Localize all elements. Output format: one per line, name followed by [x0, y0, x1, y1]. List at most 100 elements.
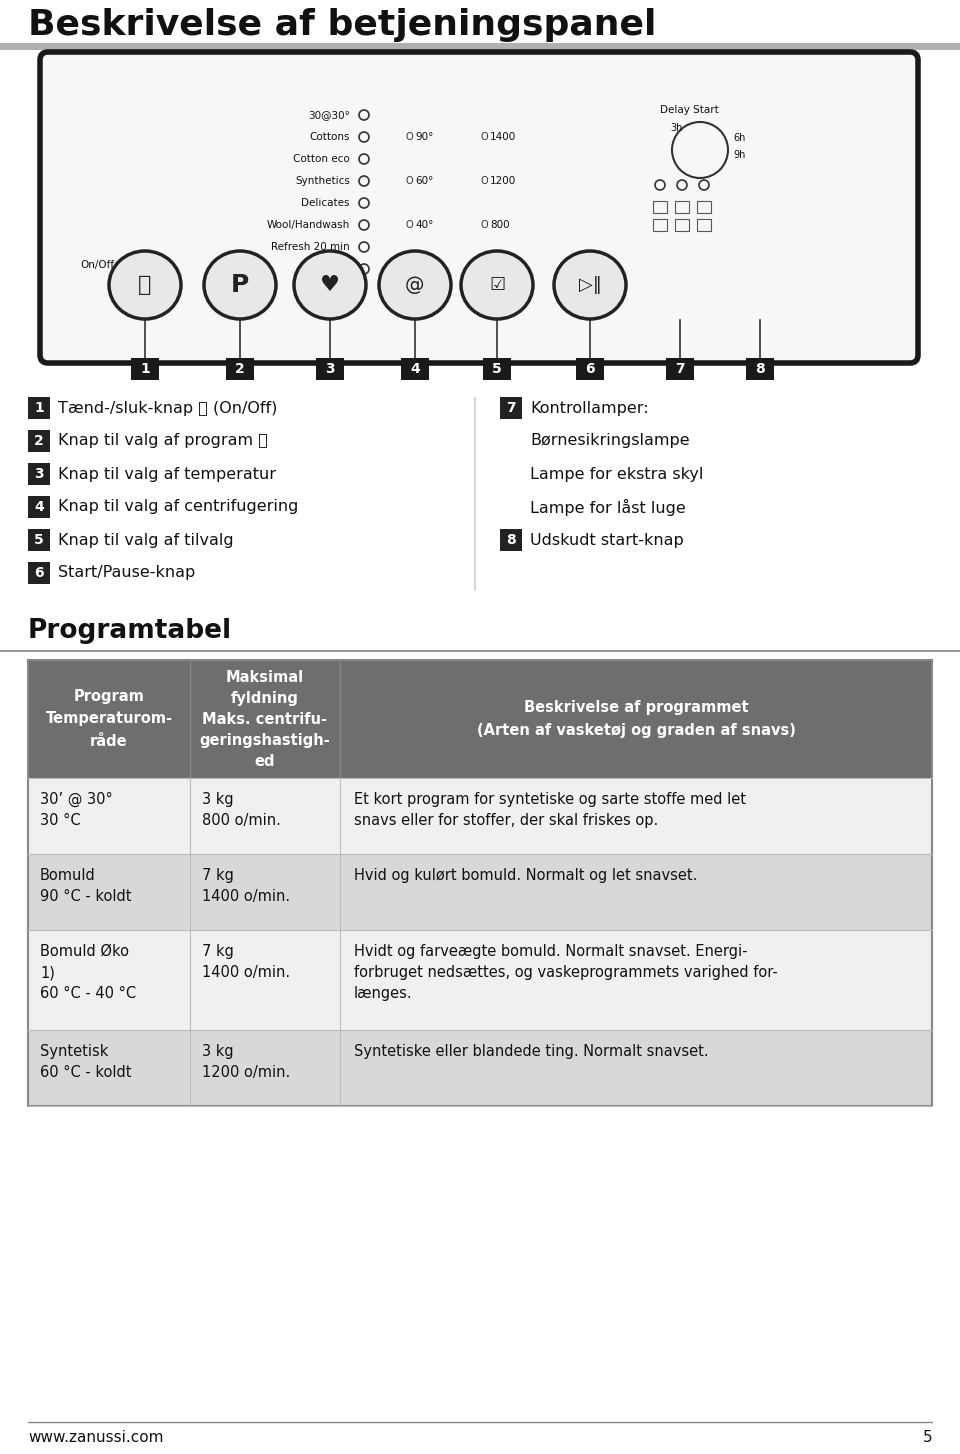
Bar [483, 358, 511, 379]
Text: Lampe for ekstra skyl: Lampe for ekstra skyl [530, 467, 704, 481]
Text: O: O [405, 132, 413, 142]
Text: 6h: 6h [733, 132, 745, 142]
Text: 3: 3 [35, 467, 44, 481]
Text: 1: 1 [140, 362, 150, 377]
Text: Bomuld
90 °C - koldt: Bomuld 90 °C - koldt [40, 868, 132, 904]
Bar [226, 358, 254, 379]
Bar [28, 778, 932, 853]
Text: O: O [405, 265, 413, 273]
Text: 60°: 60° [415, 176, 433, 186]
Text: Tænd-/sluk-knap ⓘ (On/Off): Tænd-/sluk-knap ⓘ (On/Off) [58, 400, 277, 416]
Bar [653, 201, 667, 212]
Bar [28, 660, 932, 778]
Bar [666, 358, 694, 379]
Text: P: P [230, 273, 250, 297]
Text: Hvidt og farveægte bomuld. Normalt snavset. Energi-
forbruget nedsættes, og vask: Hvidt og farveægte bomuld. Normalt snavs… [354, 944, 778, 1000]
Text: Knap til valg af temperatur: Knap til valg af temperatur [58, 467, 276, 481]
Text: 30’ @ 30°
30 °C: 30’ @ 30° 30 °C [40, 792, 112, 829]
Text: Kontrollamper:: Kontrollamper: [530, 400, 649, 416]
Text: Program
Temperaturom-
råde: Program Temperaturom- råde [45, 689, 173, 749]
Text: Beskrivelse af programmet
(Arten af vasketøj og graden af snavs): Beskrivelse af programmet (Arten af vask… [476, 701, 796, 737]
Bar [653, 220, 667, 231]
Text: 4: 4 [410, 362, 420, 377]
Ellipse shape [379, 252, 451, 318]
Text: Maksimal
fyldning
Maks. centrifu-
geringshastigh-
ed: Maksimal fyldning Maks. centrifu- gering… [200, 669, 330, 769]
Text: Wool/Handwash: Wool/Handwash [267, 220, 350, 230]
Bar [28, 430, 50, 452]
Bar [0, 650, 960, 651]
Text: www.zanussi.com: www.zanussi.com [28, 1429, 163, 1445]
Text: 6: 6 [586, 362, 595, 377]
Bar [131, 358, 159, 379]
Text: Beskrivelse af betjeningspanel: Beskrivelse af betjeningspanel [28, 9, 657, 42]
Bar [0, 44, 960, 49]
Text: 7: 7 [506, 401, 516, 414]
Text: @: @ [405, 275, 424, 295]
Text: ▷‖: ▷‖ [579, 276, 601, 294]
Text: Delicates: Delicates [301, 198, 350, 208]
Bar [28, 496, 50, 518]
Ellipse shape [204, 252, 276, 318]
Text: 5: 5 [35, 534, 44, 547]
Ellipse shape [294, 252, 366, 318]
Text: Knap til valg af program Ｐ: Knap til valg af program Ｐ [58, 433, 268, 448]
Bar [500, 529, 522, 551]
Text: Programtabel: Programtabel [28, 618, 232, 644]
Text: 30°: 30° [415, 265, 433, 273]
Text: 1400: 1400 [490, 132, 516, 142]
Text: ♥: ♥ [320, 275, 340, 295]
Text: O: O [480, 176, 488, 186]
Text: 7 kg
1400 o/min.: 7 kg 1400 o/min. [202, 944, 290, 980]
Text: 3 kg
1200 o/min.: 3 kg 1200 o/min. [202, 1044, 290, 1080]
Text: Cotton eco: Cotton eco [293, 154, 350, 164]
Text: 40°: 40° [415, 220, 433, 230]
Text: 1200: 1200 [490, 176, 516, 186]
Bar [576, 358, 604, 379]
FancyBboxPatch shape [40, 52, 918, 364]
Bar [28, 931, 932, 1029]
Ellipse shape [554, 252, 626, 318]
Text: 1: 1 [35, 401, 44, 414]
Bar [401, 358, 429, 379]
Text: 30@30°: 30@30° [308, 111, 350, 121]
Bar [697, 220, 711, 231]
Text: 5: 5 [923, 1429, 932, 1445]
Text: Børnesikringslampe: Børnesikringslampe [530, 433, 689, 448]
Text: On/Off: On/Off [80, 260, 114, 270]
Text: 8: 8 [756, 362, 765, 377]
Text: Hvid og kulørt bomuld. Normalt og let snavset.: Hvid og kulørt bomuld. Normalt og let sn… [354, 868, 697, 883]
Text: 5: 5 [492, 362, 502, 377]
Text: O: O [480, 132, 488, 142]
Text: Synthetics: Synthetics [295, 176, 350, 186]
Text: 800: 800 [490, 220, 510, 230]
Bar [500, 397, 522, 419]
Text: Cottons: Cottons [309, 132, 350, 142]
Text: 3h: 3h [670, 124, 683, 132]
Text: Syntetisk
60 °C - koldt: Syntetisk 60 °C - koldt [40, 1044, 132, 1080]
Text: 4: 4 [35, 500, 44, 515]
Text: Lampe for låst luge: Lampe for låst luge [530, 499, 685, 516]
Text: 2: 2 [235, 362, 245, 377]
Text: O: O [405, 176, 413, 186]
Bar [697, 201, 711, 212]
Text: Et kort program for syntetiske og sarte stoffe med let
snavs eller for stoffer, : Et kort program for syntetiske og sarte … [354, 792, 746, 827]
Text: Syntetiske eller blandede ting. Normalt snavset.: Syntetiske eller blandede ting. Normalt … [354, 1044, 708, 1059]
Bar [28, 462, 50, 486]
Bar [28, 529, 50, 551]
Ellipse shape [109, 252, 181, 318]
Text: Knap til valg af centrifugering: Knap til valg af centrifugering [58, 500, 299, 515]
Text: Delay Start: Delay Start [660, 105, 719, 115]
Bar [28, 853, 932, 931]
Bar [675, 201, 689, 212]
Bar [28, 563, 50, 585]
Text: 3 kg
800 o/min.: 3 kg 800 o/min. [202, 792, 281, 827]
Text: O: O [405, 220, 413, 230]
Text: ☑: ☑ [489, 276, 505, 294]
Text: ⓘ: ⓘ [138, 275, 152, 295]
Text: 2: 2 [35, 433, 44, 448]
Text: 8: 8 [506, 534, 516, 547]
Text: O: O [480, 220, 488, 230]
Text: Mix 20°: Mix 20° [310, 265, 350, 273]
Bar [28, 1029, 932, 1106]
Text: Udskudt start-knap: Udskudt start-knap [530, 532, 684, 548]
